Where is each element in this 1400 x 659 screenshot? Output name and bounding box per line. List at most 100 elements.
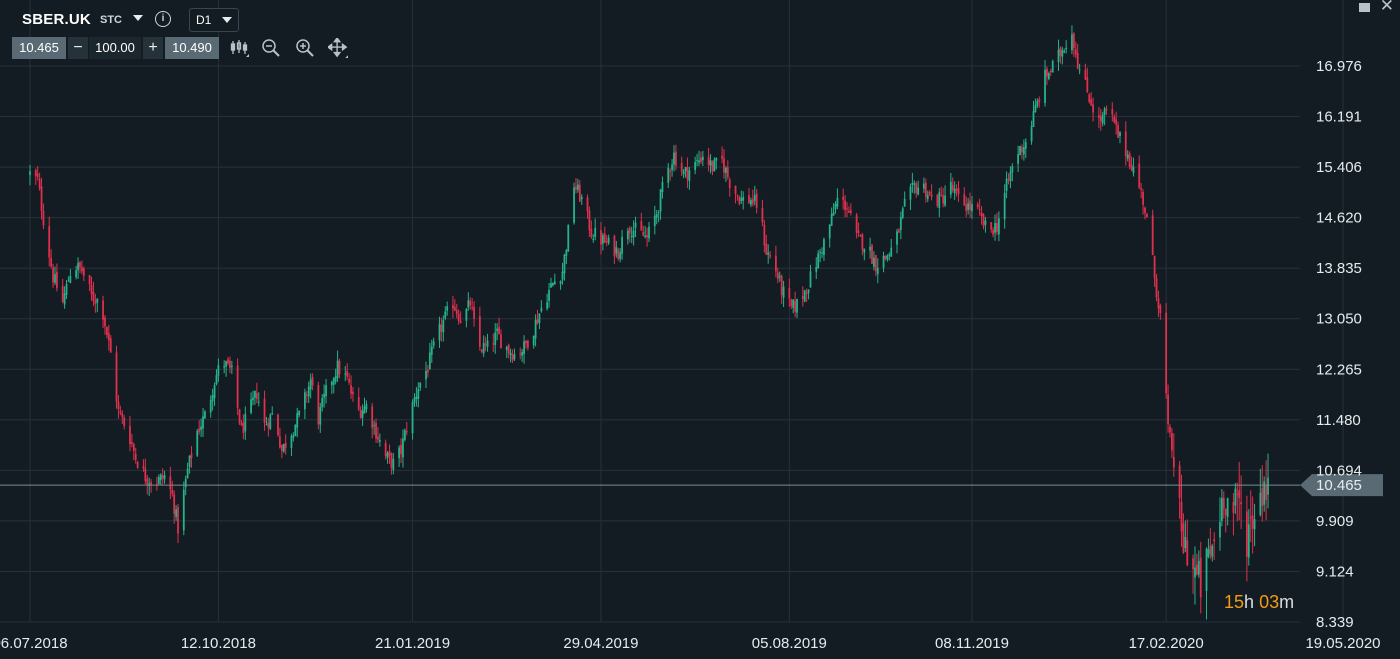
candle-body-up [548, 289, 550, 301]
timeframe-select[interactable]: D1 [189, 8, 239, 32]
candle-body-up [540, 307, 543, 312]
candle-body-down [40, 186, 43, 211]
candle-body-up [1207, 549, 1210, 557]
candle-body-up [984, 220, 987, 225]
candle-body-up [419, 382, 422, 388]
ask-price[interactable]: 10.490 [165, 37, 219, 59]
candle-body-down [1251, 515, 1254, 529]
candle-body-down [1240, 502, 1243, 505]
candle-body-up [1065, 47, 1068, 50]
y-tick-label: 13.835 [1316, 260, 1362, 277]
candle-body-up [832, 212, 835, 216]
candle-body-down [628, 228, 631, 234]
symbol-label[interactable]: SBER.UK [22, 11, 91, 28]
candle-body-down [1076, 53, 1079, 69]
candle-body-up [1071, 34, 1073, 51]
candle-body-down [1046, 68, 1048, 77]
candle-body-down [134, 454, 137, 460]
candle-body-up [1009, 171, 1012, 182]
candle-body-up [953, 188, 956, 194]
candle-body-down [936, 194, 939, 206]
candle-body-up [402, 438, 404, 458]
candle-body-up [657, 212, 660, 214]
candle-body-down [346, 371, 349, 377]
candle-body-down [478, 315, 481, 348]
candle-body-down [1265, 484, 1268, 501]
candle-body-down [707, 156, 710, 166]
pan-move-icon[interactable] [328, 38, 348, 58]
timeframe-dropdown-icon[interactable] [222, 17, 232, 23]
candle-body-up [269, 414, 272, 430]
candle-body-up [292, 435, 295, 438]
candle-body-up [1017, 154, 1020, 164]
minimize-icon[interactable] [1359, 3, 1370, 12]
candle-body-up [1253, 519, 1256, 530]
candle-body-up [1047, 73, 1050, 79]
candle-body-up [159, 474, 162, 480]
chart-type-icon[interactable] [229, 38, 249, 58]
candle-body-up [1005, 178, 1008, 191]
candle-body-up [319, 407, 322, 425]
candle-body-down [357, 397, 360, 410]
close-icon[interactable]: ✕ [1379, 0, 1394, 15]
candle-body-down [136, 461, 139, 468]
candle-body-up [532, 335, 535, 346]
candle-body-down [427, 369, 429, 373]
candle-body-down [377, 436, 379, 440]
candle-body-up [265, 424, 268, 426]
candle-body-up [96, 298, 99, 303]
chart-toolbar: SBER.UK STC i D1 10.465 − 100.00 + 10.49… [0, 0, 1400, 64]
candle-body-down [898, 229, 900, 233]
candle-body-down [492, 343, 495, 345]
candle-body-up [334, 376, 337, 382]
candle-body-down [161, 475, 164, 479]
candle-body-up [1263, 481, 1266, 505]
candle-body-down [761, 207, 764, 223]
bid-price[interactable]: 10.465 [12, 37, 66, 59]
candle-body-down [1167, 394, 1169, 425]
candle-body-up [365, 404, 368, 410]
candle-body-up [1030, 126, 1033, 142]
candle-body-down [280, 444, 283, 451]
candle-body-up [938, 192, 941, 208]
candle-body-down [267, 422, 270, 428]
candle-body-down [123, 417, 126, 427]
symbol-dropdown-icon[interactable] [133, 15, 143, 21]
info-icon[interactable]: i [155, 11, 171, 27]
increase-quantity-button[interactable]: + [143, 37, 163, 59]
candle-body-up [1220, 498, 1223, 521]
candle-body-up [888, 254, 891, 256]
zoom-in-icon[interactable] [295, 38, 315, 58]
candle-body-up [534, 320, 537, 339]
candle-body-down [263, 398, 266, 423]
candle-body-down [352, 391, 354, 395]
candle-body-up [621, 236, 623, 254]
candle-body-down [132, 444, 135, 452]
candle-body-up [321, 398, 324, 408]
candle-body-up [563, 254, 566, 274]
current-price-tag [1300, 474, 1383, 497]
candle-body-up [713, 159, 716, 172]
candle-body-up [442, 319, 445, 333]
candle-body-down [1169, 426, 1171, 433]
candle-body-down [242, 422, 245, 434]
candle-body-up [184, 478, 187, 488]
candle-body-down [957, 188, 960, 195]
candle-body-down [1140, 187, 1143, 190]
candle-body-up [836, 197, 839, 207]
decrease-quantity-button[interactable]: − [68, 37, 88, 59]
quantity-input[interactable]: 100.00 [89, 37, 141, 59]
candle-body-down [348, 379, 351, 383]
candle-body-down [471, 307, 474, 309]
candle-body-down [603, 233, 606, 243]
zoom-out-icon[interactable] [261, 38, 281, 58]
candle-body-up [157, 477, 160, 484]
candle-body-down [1138, 163, 1141, 188]
candle-body-down [586, 197, 589, 212]
candle-body-down [359, 410, 362, 418]
candle-body-down [1007, 179, 1010, 181]
candle-body-up [175, 509, 178, 517]
candle-body-down [1099, 116, 1102, 122]
candle-body-down [1144, 207, 1146, 214]
